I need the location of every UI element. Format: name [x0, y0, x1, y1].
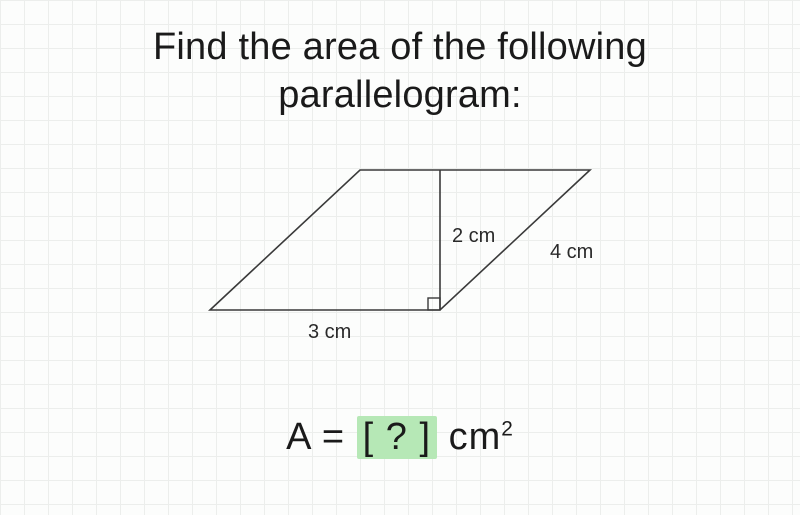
- parallelogram-shape: [210, 170, 590, 310]
- base-label: 3 cm: [308, 321, 351, 343]
- area-formula: A = [ ? ] cm2: [0, 416, 800, 459]
- title-line-1: Find the area of the following: [153, 26, 647, 68]
- question-title: Find the area of the following parallelo…: [0, 0, 800, 119]
- answer-input-box[interactable]: [ ? ]: [357, 416, 437, 459]
- parallelogram-svg: 2 cm 4 cm 3 cm: [180, 150, 620, 355]
- worksheet-content: Find the area of the following parallelo…: [0, 0, 800, 515]
- formula-prefix: A =: [286, 416, 357, 458]
- height-label: 2 cm: [452, 225, 495, 247]
- right-angle-icon: [428, 298, 440, 310]
- side-label: 4 cm: [550, 241, 593, 263]
- title-line-2: parallelogram:: [278, 74, 522, 116]
- unit-exponent: 2: [501, 417, 514, 440]
- parallelogram-diagram: 2 cm 4 cm 3 cm: [180, 150, 620, 355]
- unit-base: cm: [437, 416, 501, 458]
